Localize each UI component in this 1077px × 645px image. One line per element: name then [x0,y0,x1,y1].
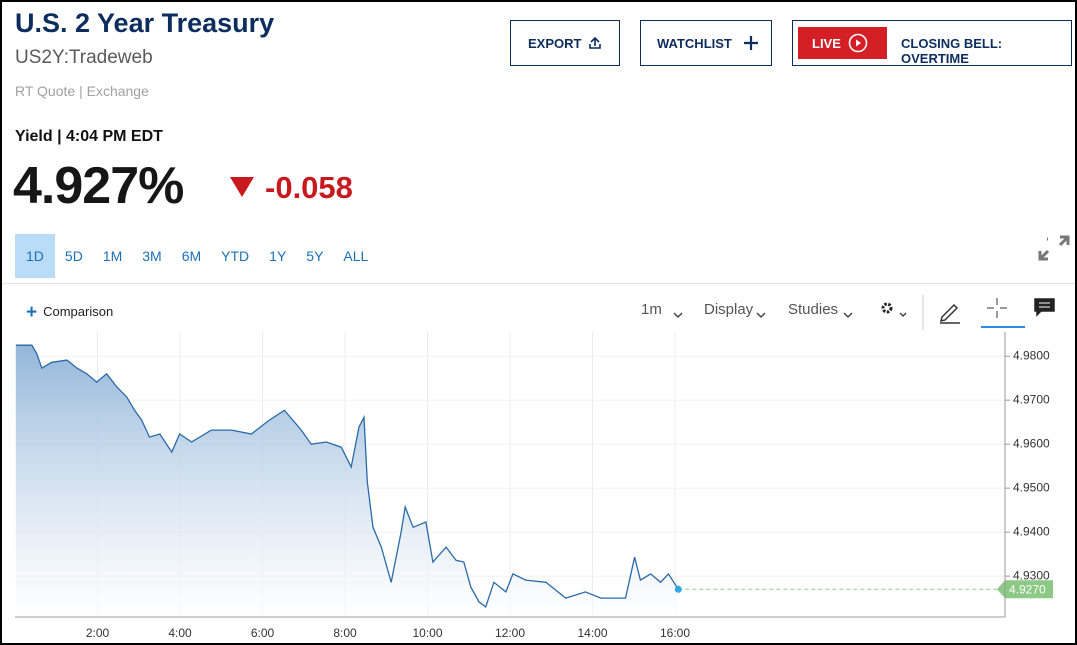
range-tab[interactable]: 1D [15,234,55,278]
symbol: US2Y:Tradeweb [15,47,153,68]
y-tick-label: 4.9400 [1013,524,1050,538]
x-tick-label: 10:00 [412,626,442,640]
live-button[interactable]: LIVE CLOSING BELL: OVERTIME [792,20,1072,66]
watchlist-button[interactable]: WATCHLIST [640,20,772,66]
range-tab[interactable]: ALL [343,248,369,264]
range-tab[interactable]: 1Y [269,248,287,264]
x-tick-label: 2:00 [86,626,110,640]
live-label: LIVE [812,35,841,51]
comparison-button[interactable]: + Comparison [26,302,114,323]
price-change: -0.058 [265,170,353,205]
title: U.S. 2 Year Treasury [15,8,275,38]
toolbar-icons [673,235,1070,330]
y-tick-label: 4.9700 [1013,392,1050,406]
y-tick-label: 4.9600 [1013,436,1050,450]
range-tab[interactable]: 6M [181,248,202,264]
current-value-tag [997,580,1053,599]
range-tab[interactable]: 1M [102,248,123,264]
x-tick-label: 14:00 [577,626,607,640]
range-tab[interactable]: 5Y [306,248,324,264]
studies-menu[interactable]: Studies [788,301,839,318]
last-price: 4.927% [13,157,184,215]
range-tab[interactable]: 5D [64,248,83,264]
last-point [674,585,682,593]
x-tick-label: 12:00 [495,626,525,640]
area-fill [15,345,679,617]
source: RT Quote | Exchange [15,83,149,99]
range-tab[interactable]: 3M [142,248,162,264]
range-tabs: 1D 5D 1M 3M 6M YTD 1Y 5Y ALL [15,234,378,278]
divider [2,283,1075,284]
down-arrow [230,177,254,197]
program-label: CLOSING BELL: OVERTIME [901,36,1003,66]
x-tick-label: 6:00 [251,626,275,640]
export-button[interactable]: EXPORT [510,20,620,66]
quote-label: Yield | 4:04 PM EDT [15,128,163,145]
price-line [15,344,679,608]
export-label: EXPORT [528,35,582,51]
display-menu[interactable]: Display [704,301,754,318]
y-tick-label: 4.9500 [1013,480,1050,494]
watchlist-label: WATCHLIST [657,35,732,51]
live-badge: LIVE [798,27,887,59]
interval-menu[interactable]: 1m [641,301,662,318]
x-tick-label: 16:00 [660,626,690,640]
plus-icon [743,36,758,50]
current-value-label: 4.9270 [1009,582,1046,596]
export-icon [589,36,602,49]
play-icon [848,33,868,53]
comparison-label: Comparison [43,304,114,319]
x-tick-label: 4:00 [168,626,192,640]
range-tab[interactable]: YTD [221,248,250,264]
y-tick-label: 4.9800 [1013,348,1050,362]
y-tick-label: 4.9300 [1013,568,1050,582]
x-tick-label: 8:00 [333,626,357,640]
